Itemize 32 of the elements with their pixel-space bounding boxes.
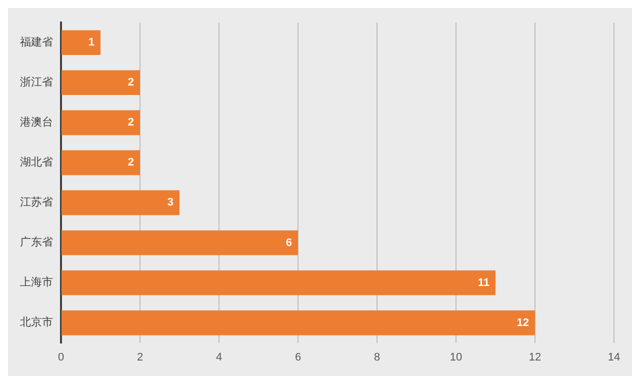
- y-tick-label: 广东省: [20, 236, 53, 249]
- bar: [62, 230, 298, 256]
- x-tick-label: 2: [136, 351, 144, 364]
- bar: [62, 270, 496, 296]
- x-tick-label: 4: [216, 351, 222, 364]
- y-tick-label: 浙江省: [20, 75, 53, 88]
- x-tick-label: 14: [608, 351, 620, 364]
- y-tick-label: 上海市: [20, 276, 53, 289]
- y-tick-label: 北京市: [20, 316, 53, 329]
- data-label: 12: [516, 316, 529, 329]
- y-tick-label: 福建省: [20, 35, 53, 48]
- x-tick-label: 6: [294, 351, 302, 364]
- data-label: 2: [128, 116, 134, 129]
- x-tick-label: 10: [450, 351, 462, 364]
- bar: [62, 150, 140, 176]
- bar: [62, 30, 100, 56]
- bar: [62, 190, 180, 216]
- data-label: 6: [286, 236, 292, 249]
- data-label: 2: [128, 156, 134, 169]
- bar: [62, 310, 535, 336]
- bar: [62, 110, 140, 136]
- x-tick-label: 8: [374, 351, 380, 364]
- y-tick-label: 湖北省: [20, 156, 53, 169]
- data-label: 3: [167, 196, 174, 209]
- data-label: 11: [478, 276, 490, 289]
- x-tick-label: 12: [528, 351, 542, 364]
- x-tick-label: 0: [58, 351, 64, 364]
- data-label: 2: [128, 76, 134, 89]
- bar: [62, 70, 140, 96]
- y-tick-label: 江苏省: [20, 196, 53, 209]
- data-label: 1: [88, 36, 94, 49]
- y-tick-label: 港澳台: [20, 116, 53, 129]
